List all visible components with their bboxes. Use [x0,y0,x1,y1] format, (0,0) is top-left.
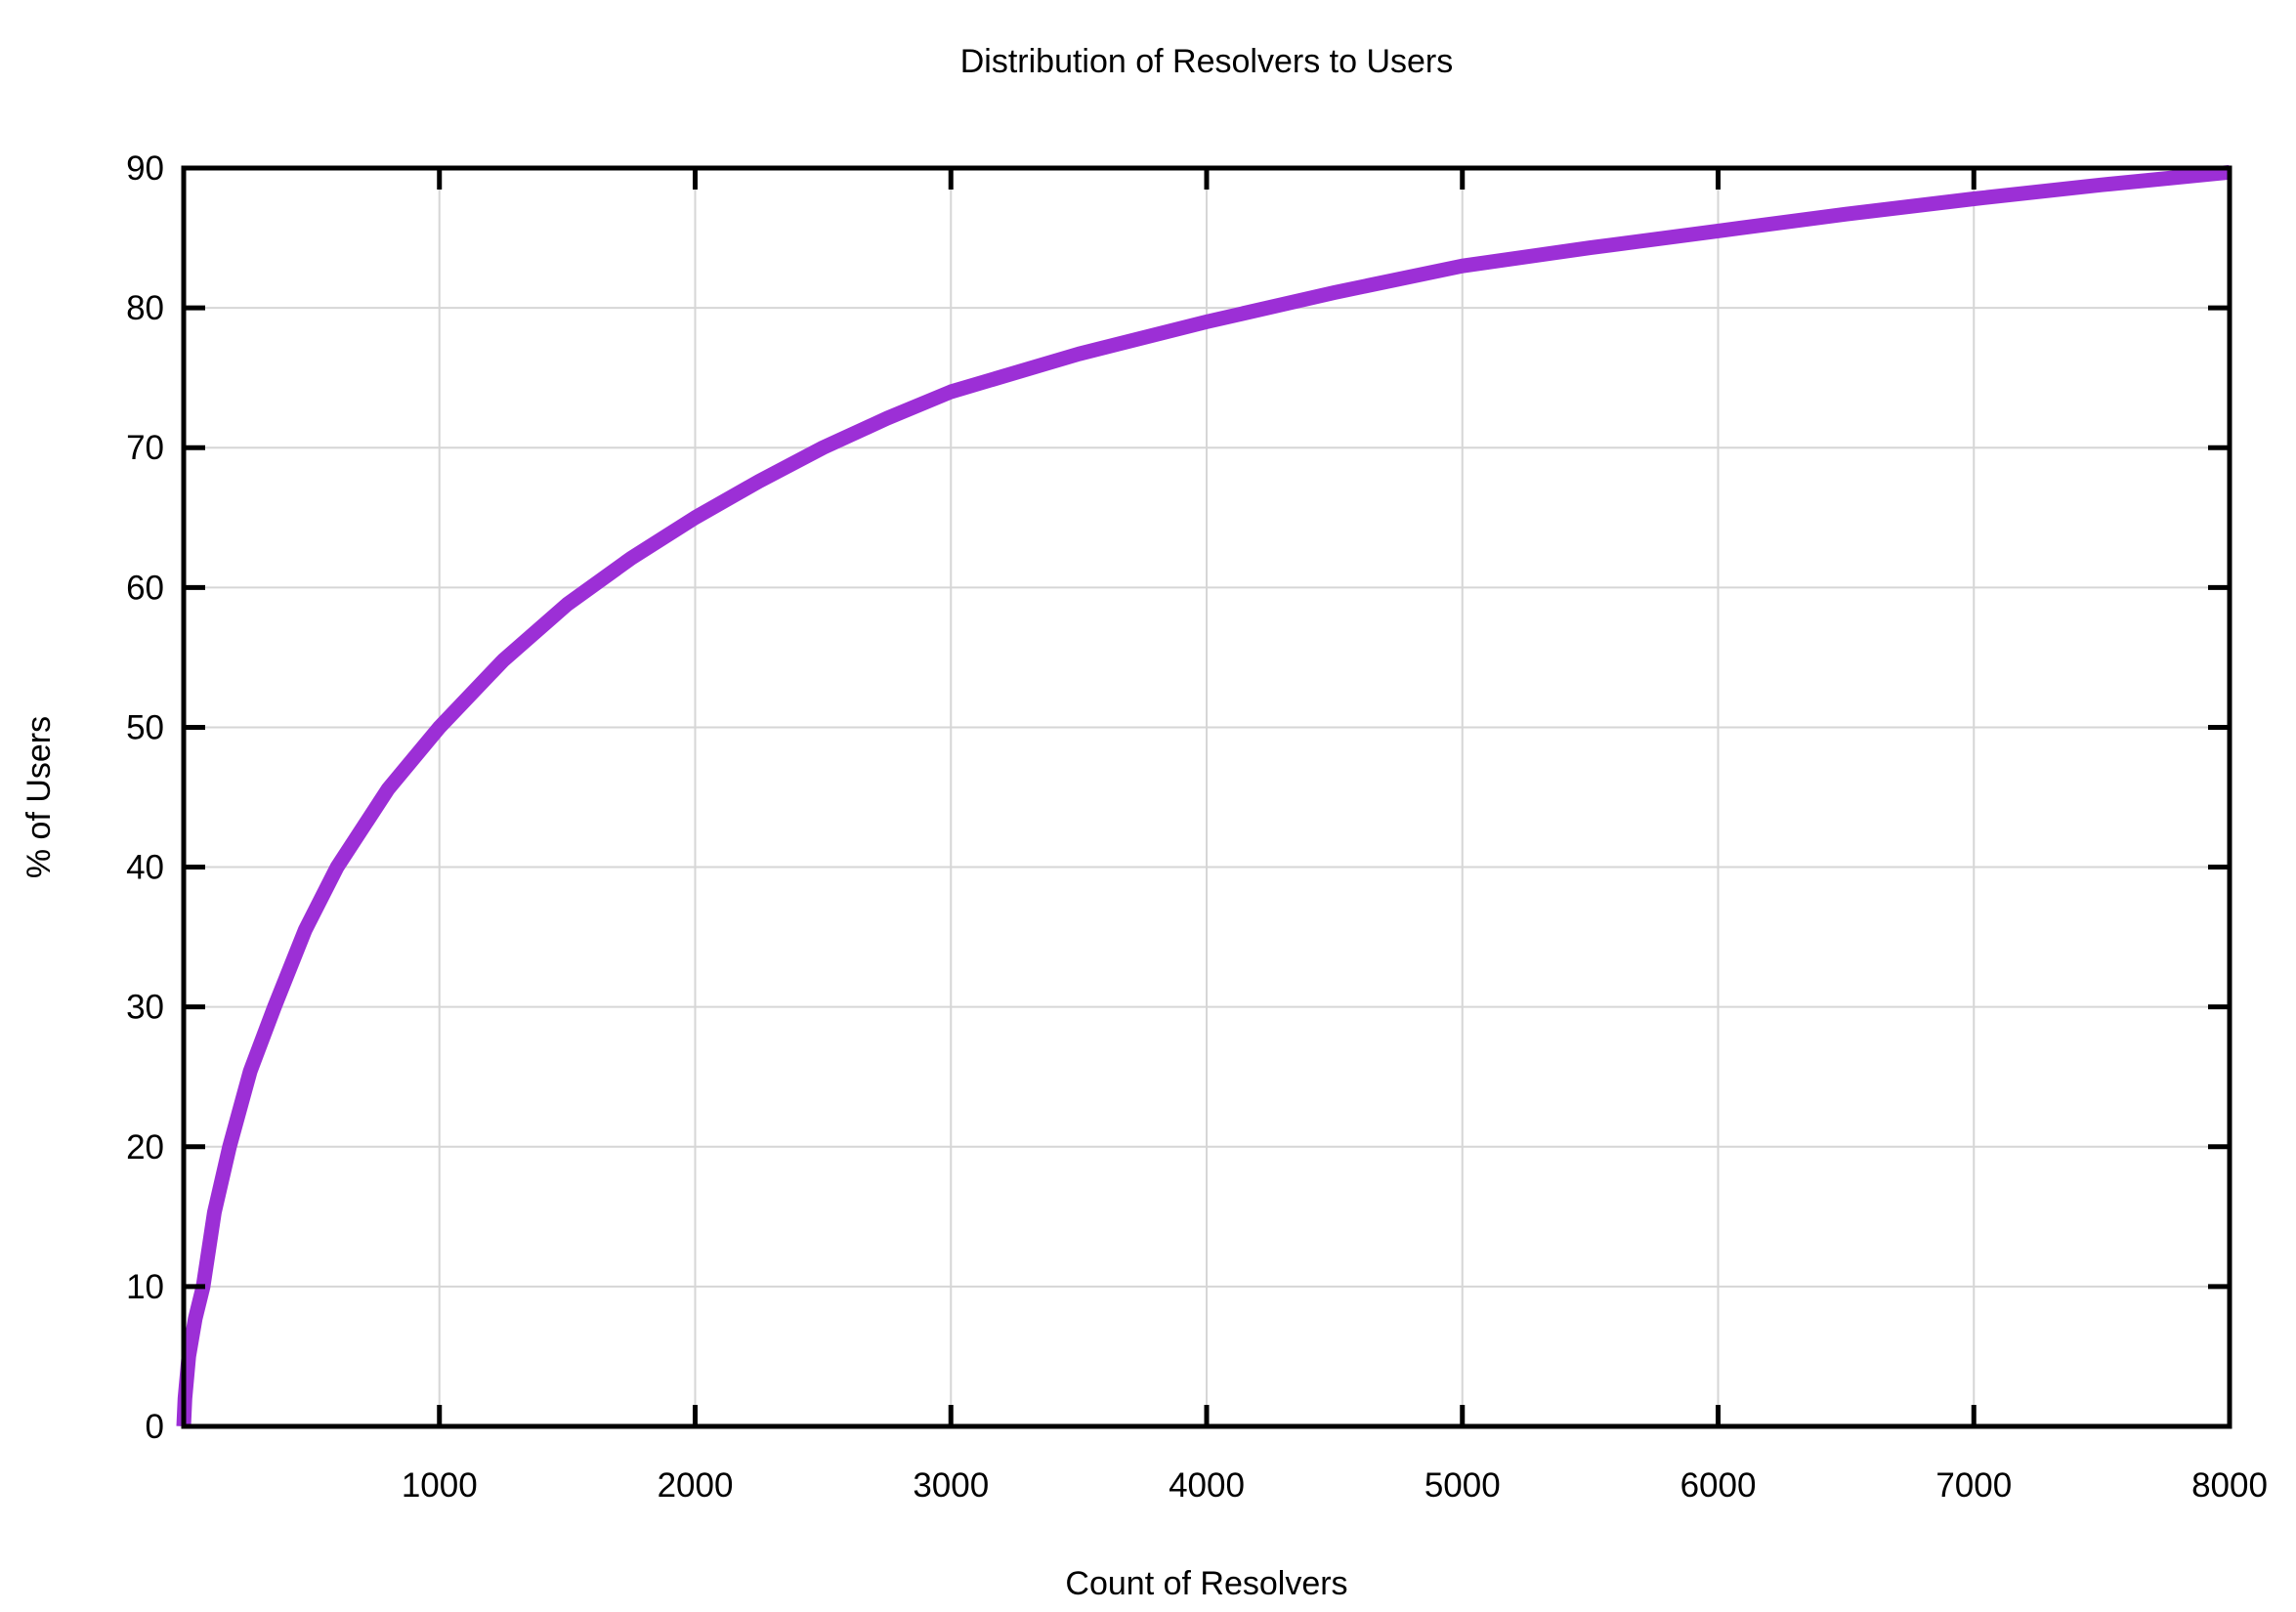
y-tick-label: 0 [146,1408,164,1446]
y-tick-label: 20 [126,1128,164,1167]
y-tick-label: 80 [126,289,164,327]
y-tick-label: 70 [126,429,164,467]
x-tick-label: 4000 [1169,1466,1245,1505]
y-tick-label: 90 [126,149,164,188]
x-axis-label: Count of Resolvers [1065,1565,1348,1602]
x-tick-label: 3000 [913,1466,989,1505]
y-tick-label: 30 [126,989,164,1027]
x-tick-label: 1000 [402,1466,478,1505]
chart-title: Distribution of Resolvers to Users [959,43,1454,80]
x-tick-label: 5000 [1424,1466,1501,1505]
x-tick-label: 7000 [1935,1466,2012,1505]
data-curve [176,164,2231,1427]
x-tick-label: 2000 [658,1466,734,1505]
y-tick-label: 60 [126,569,164,607]
y-tick-label: 10 [126,1268,164,1306]
y-tick-label: 40 [126,849,164,887]
x-tick-label: 6000 [1680,1466,1757,1505]
y-tick-label: 50 [126,708,164,746]
x-tick-label: 8000 [2191,1466,2268,1505]
